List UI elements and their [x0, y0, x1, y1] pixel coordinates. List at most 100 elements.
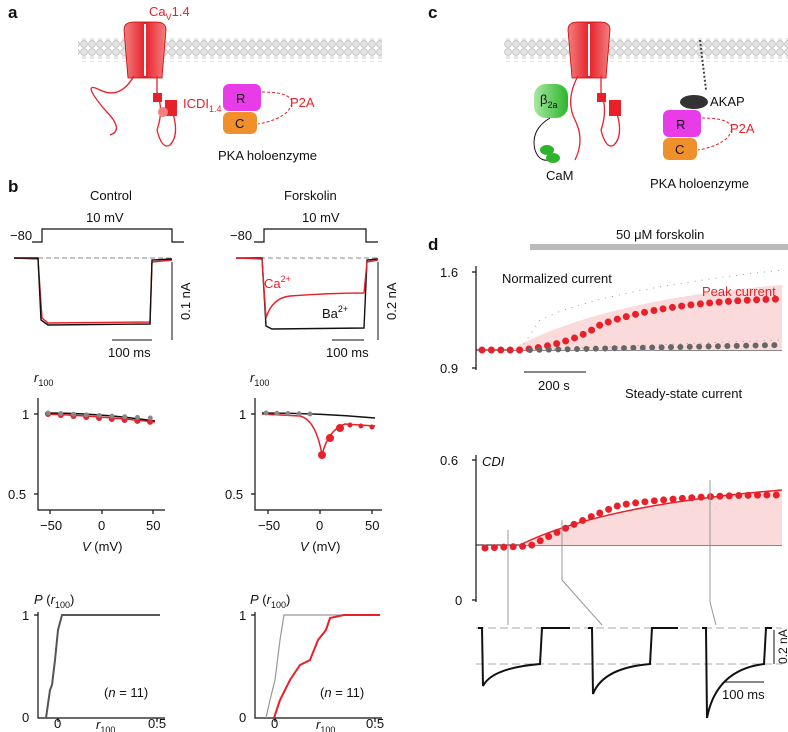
scale-label: 200 s — [538, 378, 570, 393]
drawing-path — [45, 614, 160, 719]
drawing-path — [254, 228, 378, 243]
text-part: = 11) — [332, 685, 365, 700]
drawing-path — [45, 410, 154, 421]
text-part: 2+ — [338, 304, 348, 314]
y-tick-label: 1 — [22, 407, 29, 422]
text-part: (mV) — [309, 539, 341, 554]
x-tick-label: 0 — [54, 716, 61, 731]
text-part: β — [540, 92, 547, 107]
text-part: Ca — [264, 276, 281, 291]
text-part: ( — [320, 685, 325, 700]
text-part: r — [96, 717, 101, 732]
drawing-path — [261, 412, 376, 419]
text-part: ICDI — [183, 96, 209, 111]
y-tick-label: 0.9 — [440, 361, 458, 376]
column-title: Forskolin — [284, 188, 337, 203]
text-part: 100 — [271, 600, 286, 610]
drawing-rect — [223, 112, 257, 134]
drawing-ellipse — [540, 145, 554, 155]
text-part: r — [34, 370, 39, 385]
drawing-path — [90, 75, 135, 136]
drawing-rect — [609, 100, 621, 116]
drawing-path — [481, 491, 784, 552]
drawing-path — [251, 612, 382, 722]
drug-label: 50 μM forskolin — [616, 227, 704, 242]
y-tick-label: 0 — [239, 710, 246, 725]
y-tick-label: 0 — [455, 593, 462, 608]
c-label: C — [235, 116, 244, 131]
axis-title: r100 — [316, 717, 335, 732]
akap-label: AKAP — [710, 94, 745, 109]
text-part: 100 — [320, 725, 335, 732]
holding-label: −80 — [230, 228, 252, 243]
drawing-path — [156, 76, 177, 147]
y-tick-label: 1 — [239, 608, 246, 623]
drawing-path — [600, 76, 621, 147]
text-part: ( — [43, 592, 52, 607]
drawing-path — [520, 490, 782, 545]
axis-title: V (mV) — [82, 539, 122, 554]
drawing-rect — [597, 93, 606, 102]
drawing-rect — [534, 84, 568, 118]
drawing-path — [14, 257, 173, 326]
y-tick-label: 1 — [239, 407, 246, 422]
drawing-circle — [336, 424, 344, 432]
text-part: Ba — [322, 306, 339, 321]
r-label: R — [676, 117, 685, 132]
p2a-label: P2A — [290, 95, 315, 110]
c-label: C — [675, 142, 684, 157]
scale-label: 0.1 nA — [178, 282, 193, 320]
drawing-ellipse — [680, 95, 708, 109]
text-part: r — [250, 370, 255, 385]
drawing-path — [699, 39, 707, 91]
x-tick-label: −50 — [258, 518, 280, 533]
drawing-path — [273, 614, 380, 719]
drawing-ellipse — [546, 153, 560, 163]
scale-label: 100 ms — [108, 345, 151, 360]
drawing-path — [507, 480, 717, 626]
drawing-path — [265, 614, 375, 719]
y-tick-label: 0 — [22, 710, 29, 725]
drawing-path — [32, 228, 184, 243]
drawing-path — [510, 285, 782, 350]
text-part: ( — [104, 685, 109, 700]
beta-label: β2a — [540, 92, 558, 110]
drawing-path — [34, 612, 165, 722]
drawing-rect — [78, 38, 382, 62]
x-tick-label: 0 — [98, 518, 105, 533]
text-part: V — [300, 539, 310, 554]
holding-label: −80 — [10, 228, 32, 243]
x-tick-label: 0.5 — [366, 716, 384, 731]
r-label: R — [236, 91, 245, 106]
drawing-path — [45, 411, 154, 425]
axis-title: CDI — [482, 454, 505, 469]
column-title: Control — [90, 188, 132, 203]
p2a-label: P2A — [730, 121, 755, 136]
panel-letter: c — [428, 3, 437, 22]
x-tick-label: 0.5 — [148, 716, 166, 731]
drawing-circle — [318, 451, 326, 459]
text-part: n — [108, 685, 115, 700]
text-part: V — [166, 12, 172, 22]
drawing-rect — [504, 38, 788, 62]
x-tick-label: 0 — [271, 716, 278, 731]
cam-label: CaM — [546, 168, 573, 183]
drawing-rect — [663, 138, 697, 160]
text-part: = 11) — [116, 685, 149, 700]
text-part: 100 — [55, 600, 70, 610]
drawing-path — [257, 91, 293, 125]
scale-label: 0.2 nA — [776, 629, 788, 664]
y-tick-label: 1.6 — [440, 265, 458, 280]
x-tick-label: 50 — [146, 518, 160, 533]
text-part: r — [267, 592, 272, 607]
text-part: P — [250, 592, 259, 607]
axis-title: r100 — [34, 370, 53, 388]
text-part: r — [51, 592, 56, 607]
n-label: (n = 11) — [320, 685, 364, 700]
panel-letter: a — [8, 3, 18, 22]
text-part: 2+ — [281, 274, 291, 284]
y-tick-label: 0.5 — [8, 487, 26, 502]
text-part: n — [324, 685, 331, 700]
drawing-path — [472, 455, 477, 602]
text-part: ) — [286, 592, 290, 607]
